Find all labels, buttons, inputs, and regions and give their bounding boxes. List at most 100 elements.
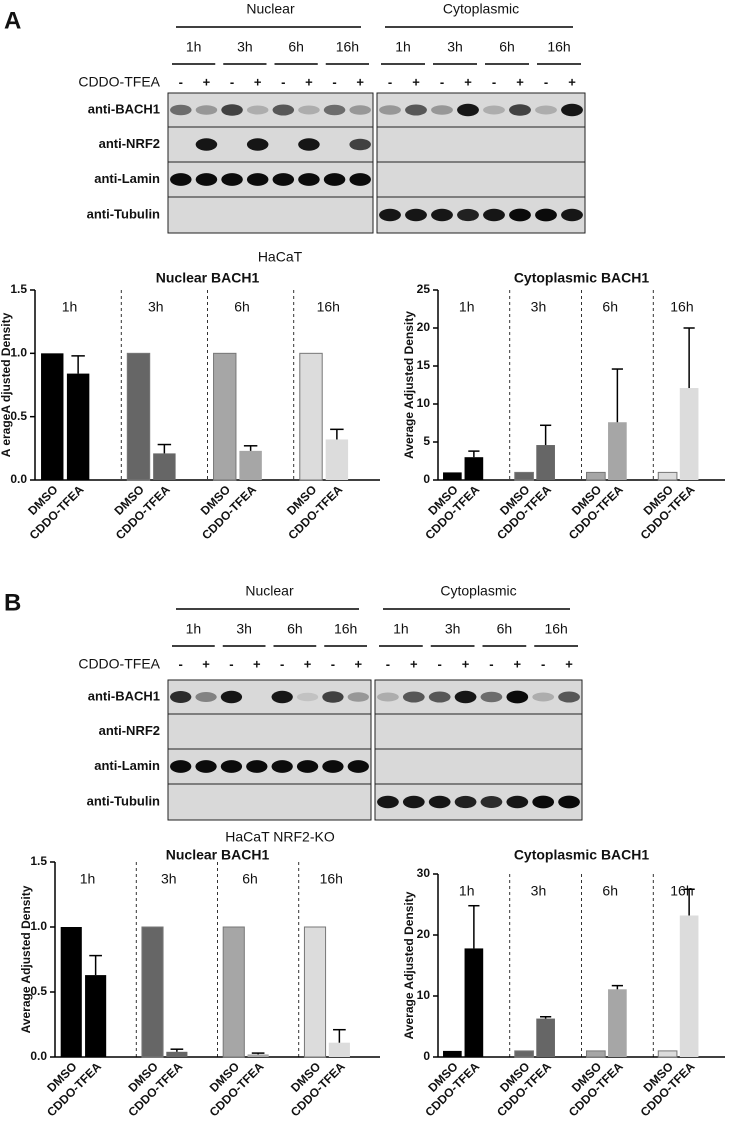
row-label: anti-NRF2 (99, 723, 160, 738)
blot-band (298, 173, 320, 186)
y-tick-label: 0 (423, 472, 430, 486)
bar (608, 989, 627, 1057)
row-label: anti-BACH1 (88, 688, 160, 703)
blot-band (379, 105, 401, 115)
time-label: 3h (447, 39, 463, 55)
blot-band (246, 760, 268, 773)
y-axis-label: Average Adjusted Density (402, 891, 416, 1039)
treatment-sign: + (304, 656, 312, 671)
blot-band (246, 138, 269, 151)
bar (66, 373, 90, 480)
time-label: 16h (334, 621, 357, 637)
blot-band (402, 795, 425, 809)
blot-band (454, 690, 477, 704)
blot-band (535, 208, 557, 222)
y-tick-label: 20 (417, 320, 431, 334)
treatment-sign: - (388, 74, 392, 89)
blot-strip (167, 196, 374, 234)
time-label: 16h (547, 39, 570, 55)
blot-band (509, 208, 531, 222)
blot-band (377, 795, 399, 809)
treatment-sign: + (516, 74, 524, 89)
treatment-sign: + (410, 656, 418, 671)
treatment-sign: - (544, 74, 548, 89)
treatment-sign: + (462, 656, 470, 671)
group-label: 1h (459, 299, 475, 315)
bar (166, 1051, 188, 1057)
bar (679, 915, 699, 1057)
blot-band (271, 690, 293, 704)
bar (657, 471, 678, 481)
bar (239, 450, 262, 480)
treatment-sign: + (202, 656, 210, 671)
treatment-sign: + (305, 74, 313, 89)
blot-band (221, 173, 243, 186)
blot-band (298, 138, 320, 151)
y-tick-label: 20 (417, 927, 431, 941)
treatment-sign: + (253, 656, 261, 671)
time-label: 6h (288, 39, 304, 55)
blot-band (483, 105, 505, 115)
treatment-sign: + (568, 74, 576, 89)
treatment-sign: - (179, 74, 183, 89)
time-label: 6h (499, 39, 515, 55)
y-tick-label: 1.5 (30, 854, 47, 868)
y-tick-label: 0 (423, 1049, 430, 1063)
blot-strip (374, 748, 583, 785)
bar (41, 353, 64, 480)
blot-band (431, 105, 453, 115)
time-label: 1h (393, 621, 409, 637)
group-label: 6h (234, 299, 250, 315)
section-title: Nuclear (245, 583, 294, 599)
blot-band (377, 692, 399, 702)
bar (325, 439, 349, 480)
y-axis-label: Average Adjusted Density (402, 311, 416, 459)
blot-band (296, 692, 319, 702)
bar (222, 926, 245, 1058)
blot-band (405, 104, 427, 116)
blot-band (379, 208, 401, 222)
y-tick-label: 15 (417, 358, 431, 372)
chart-title: Nuclear BACH1 (166, 847, 270, 863)
y-tick-label: 1.5 (10, 282, 27, 296)
time-label: 3h (237, 39, 253, 55)
blot-band (561, 103, 583, 117)
blot-band (272, 173, 295, 186)
blot-band (195, 105, 218, 115)
treatment-label: CDDO-TFEA (78, 656, 160, 672)
bar (213, 352, 237, 481)
treatment-sign: + (514, 656, 522, 671)
group-label: 6h (602, 299, 618, 315)
treatment-sign: + (355, 656, 363, 671)
blot-band (349, 173, 371, 186)
blot-band (558, 795, 580, 809)
treatment-sign: - (281, 74, 285, 89)
treatment-sign: + (464, 74, 472, 89)
blot-band (296, 760, 319, 773)
blot-strip (376, 126, 586, 163)
treatment-sign: - (492, 74, 496, 89)
blot-band (405, 208, 427, 222)
treatment-sign: - (280, 656, 284, 671)
y-tick-label: 0.0 (30, 1049, 47, 1063)
bar (536, 1018, 555, 1057)
treatment-sign: - (332, 74, 336, 89)
blot-band (323, 173, 346, 186)
group-label: 16h (670, 299, 693, 315)
blot-band (170, 104, 192, 116)
blot-band (195, 692, 217, 702)
blot-band (349, 138, 371, 151)
time-label: 6h (497, 621, 513, 637)
blot-band (532, 692, 555, 702)
blot-band (454, 795, 477, 809)
bar (464, 457, 484, 480)
blot-band (532, 795, 555, 809)
row-label: anti-NRF2 (99, 136, 160, 151)
time-label: 1h (186, 39, 202, 55)
row-label: anti-Tubulin (87, 206, 160, 221)
blot-band (221, 104, 243, 116)
group-label: 16h (317, 299, 340, 315)
bar (679, 388, 699, 480)
blot-band (195, 760, 217, 773)
row-label: anti-Lamin (94, 171, 160, 186)
